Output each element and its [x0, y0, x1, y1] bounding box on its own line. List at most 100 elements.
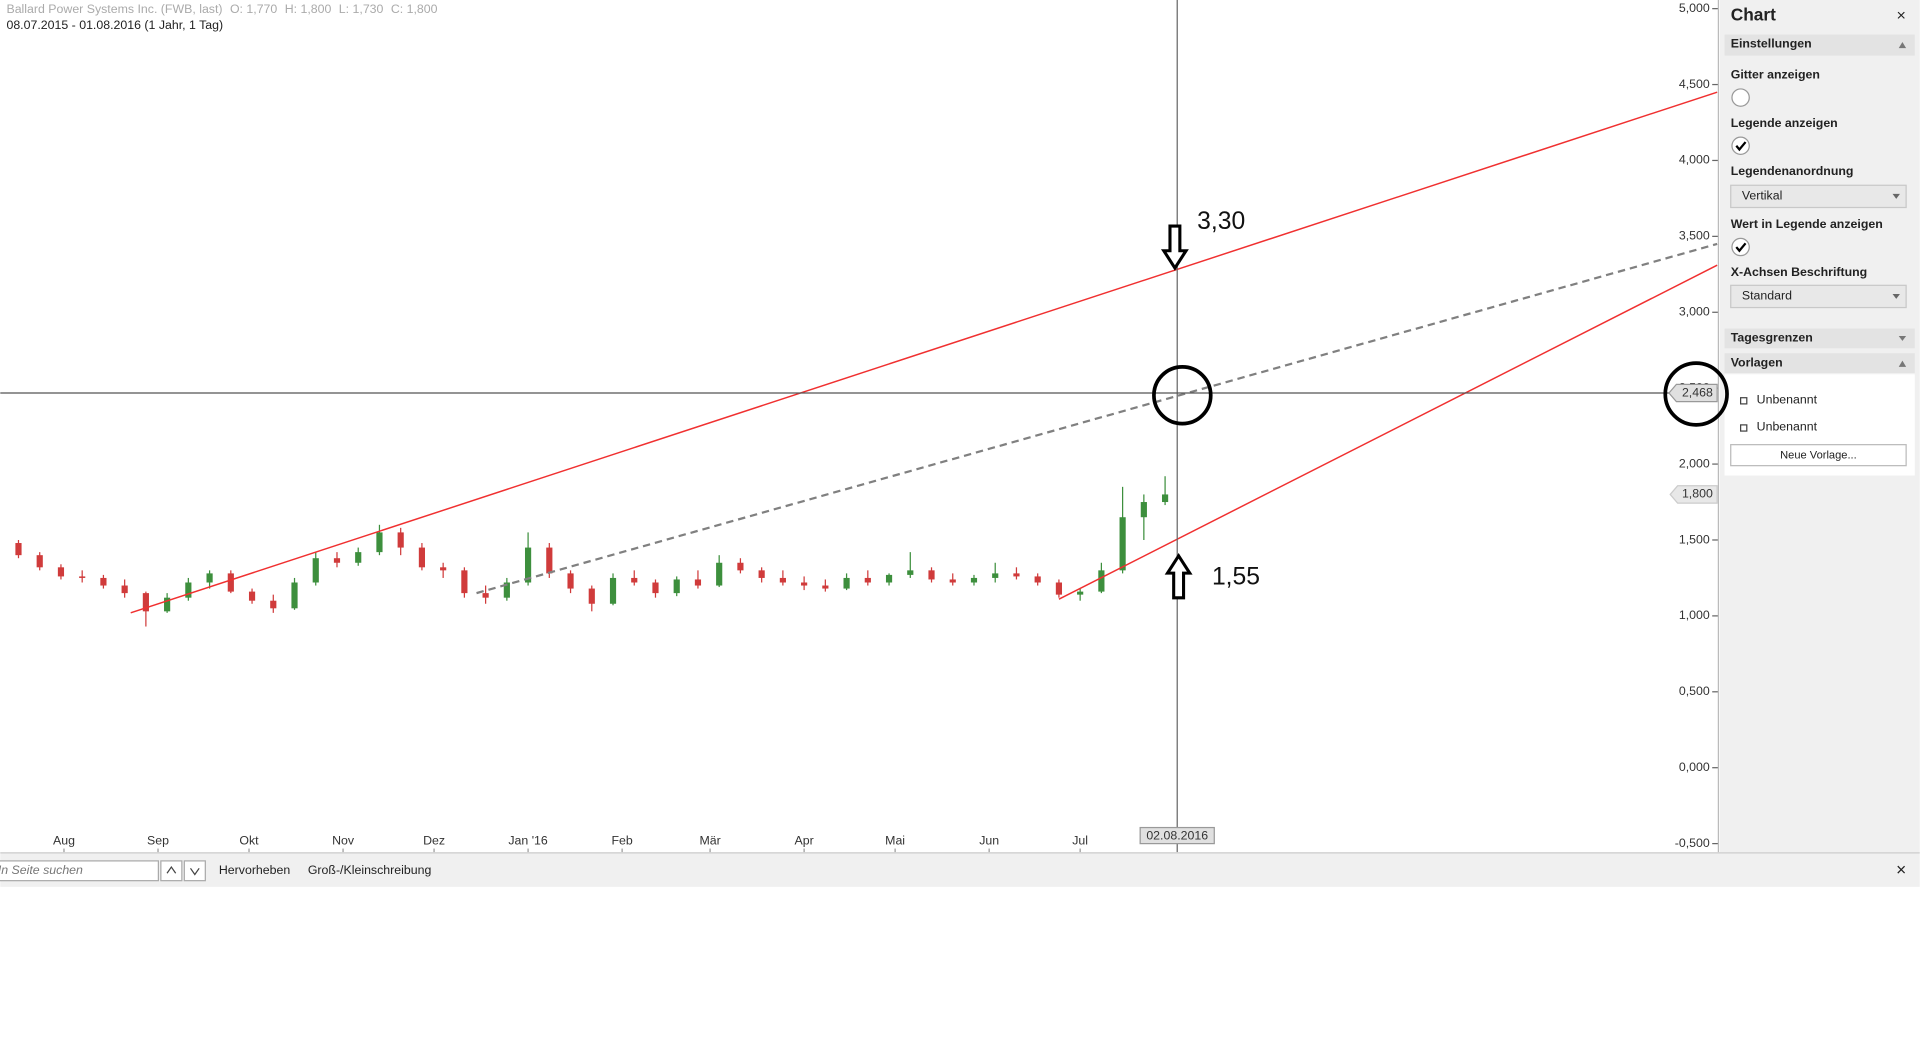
- x-tick-label: Jul: [1072, 833, 1088, 847]
- candle-body: [121, 585, 128, 594]
- x-tick-label: Mär: [699, 833, 720, 847]
- candle-body: [1119, 517, 1126, 571]
- setting-label: Legende anzeigen: [1731, 116, 1838, 130]
- candle-body: [992, 573, 999, 578]
- candle-body: [1077, 591, 1084, 595]
- candle-body: [440, 567, 447, 571]
- candle-body: [907, 570, 914, 575]
- button-label: Neue Vorlage...: [1780, 450, 1857, 462]
- search-input[interactable]: [0, 860, 160, 882]
- section-title[interactable]: Vorlagen: [1731, 355, 1783, 369]
- candle-body: [312, 558, 319, 583]
- checkbox-circle: [1731, 88, 1750, 107]
- checkbox[interactable]: [1731, 88, 1750, 107]
- quote: O: 1,770: [230, 2, 277, 16]
- candle-body: [1013, 573, 1020, 577]
- last-price-tag: [1669, 485, 1718, 504]
- dropdown-value: Vertikal: [1742, 189, 1782, 203]
- checkbox-circle: [1731, 136, 1750, 156]
- candle-body: [57, 567, 65, 577]
- setting-label: Legendenanordnung: [1731, 164, 1854, 178]
- y-tick-label: 3,000: [1679, 305, 1710, 319]
- crosshair-x-label: 02.08.2016: [1146, 828, 1208, 842]
- candle-body: [291, 582, 298, 609]
- candle-body: [631, 577, 638, 583]
- candle-body: [1034, 576, 1041, 583]
- prev-button[interactable]: [160, 860, 183, 882]
- close-button[interactable]: ×: [1897, 6, 1906, 24]
- dropdown-arrow: [1892, 193, 1900, 199]
- checkmark: [1735, 242, 1747, 253]
- checkbox-circle: [1731, 237, 1750, 257]
- next-button[interactable]: [183, 860, 206, 882]
- annotation: 3,30: [1197, 208, 1245, 235]
- section-bar[interactable]: [1724, 34, 1915, 56]
- candle-body: [885, 574, 893, 583]
- candle-body: [737, 562, 744, 571]
- y-tick-label: -0,500: [1675, 836, 1710, 850]
- instrument: Ballard Power Systems Inc. (FWB, last): [6, 2, 222, 16]
- checkbox[interactable]: [1731, 136, 1750, 156]
- sidebar-title: Chart: [1731, 5, 1776, 25]
- section-title[interactable]: Einstellungen: [1731, 37, 1812, 51]
- candle-body: [100, 577, 107, 586]
- x-tick-label: Sep: [147, 833, 169, 847]
- candle-body: [270, 600, 277, 609]
- template-icon: [1740, 397, 1748, 405]
- candle-body: [227, 573, 234, 592]
- dropdown[interactable]: [1730, 284, 1907, 309]
- arrow-up: [1164, 552, 1193, 600]
- x-tick-label: Nov: [332, 833, 355, 847]
- find-bar-bg: [0, 852, 1920, 887]
- candle-body: [716, 562, 723, 586]
- candle-body: [142, 593, 149, 612]
- candle-body: [801, 582, 808, 586]
- chart-subtitle: 08.07.2015 - 01.08.2016 (1 Jahr, 1 Tag): [6, 18, 223, 32]
- setting-label: X-Achsen Beschriftung: [1731, 265, 1868, 279]
- button[interactable]: [1730, 444, 1907, 467]
- y-tick-label: 0,000: [1679, 760, 1710, 774]
- template-item[interactable]: Unbenannt: [1757, 420, 1818, 434]
- template-item[interactable]: Unbenannt: [1757, 392, 1818, 406]
- quote: H: 1,800: [285, 2, 332, 16]
- candle-body: [949, 579, 956, 583]
- crosshair-y-label: 2,468: [1682, 385, 1713, 399]
- circle-marker: [1663, 361, 1729, 427]
- candle-body: [673, 579, 680, 594]
- trend-line: [1058, 264, 1718, 600]
- candle-body: [461, 570, 468, 594]
- y-tick-label: 3,500: [1679, 229, 1710, 243]
- candle-body: [1098, 570, 1105, 592]
- highlight-button[interactable]: Hervorheben: [219, 863, 290, 877]
- candle-body: [758, 570, 765, 578]
- annotation: 1,55: [1212, 564, 1260, 591]
- dropdown[interactable]: [1730, 184, 1907, 209]
- sidebar: Chart × Einstellungen Gitter anzeigen Le…: [1719, 0, 1920, 853]
- checkbox[interactable]: [1731, 237, 1750, 257]
- x-tick-label: Jun: [979, 833, 999, 847]
- x-tick-label: Jan '16: [508, 833, 548, 847]
- x-tick-label: Mai: [885, 833, 905, 847]
- candle-body: [248, 591, 256, 601]
- candle-body: [333, 558, 341, 563]
- section-bar[interactable]: [1724, 328, 1915, 349]
- section-bar[interactable]: [1724, 353, 1915, 374]
- candle-body: [397, 532, 404, 548]
- y-tick-label: 1,500: [1679, 532, 1710, 546]
- x-tick-label: Feb: [611, 833, 632, 847]
- section-title[interactable]: Tagesgrenzen: [1731, 331, 1813, 345]
- expand-icon: [1898, 335, 1907, 341]
- prev-icon: [166, 866, 177, 874]
- candle-body: [843, 577, 850, 589]
- match-case-button[interactable]: Groß-/Kleinschreibung: [308, 863, 432, 877]
- close-find-bar[interactable]: ×: [1896, 859, 1906, 879]
- x-tick-label: Apr: [795, 833, 814, 847]
- y-tick-label: 1,000: [1679, 608, 1710, 622]
- candle-body: [376, 532, 383, 553]
- candle-body: [928, 570, 935, 580]
- x-tick-label: Aug: [53, 833, 75, 847]
- trend-line: [130, 91, 1718, 614]
- crosshair-x-box: [1139, 826, 1215, 845]
- candle-body: [652, 582, 659, 594]
